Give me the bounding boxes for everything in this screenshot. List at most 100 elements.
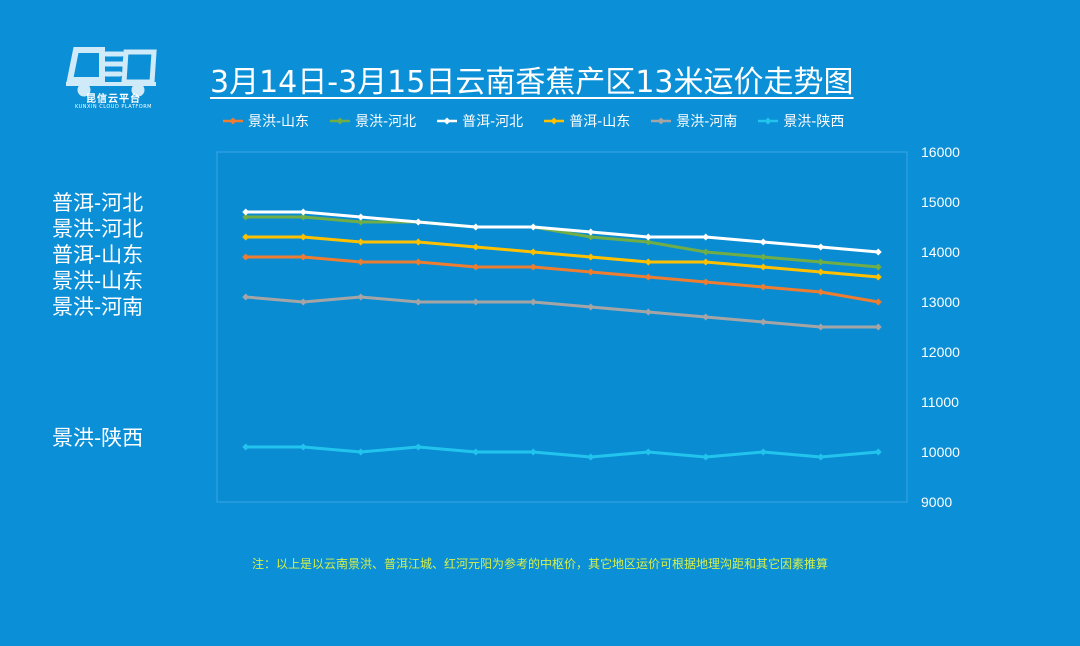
data-point	[357, 218, 365, 226]
data-point	[472, 263, 480, 271]
data-point	[817, 288, 825, 296]
series-side-label: 景洪-河南	[52, 295, 144, 319]
series-line	[245, 255, 879, 304]
series-line	[245, 295, 879, 329]
series-line	[245, 210, 879, 254]
plot-area	[216, 151, 908, 503]
data-point	[817, 268, 825, 276]
data-point	[299, 253, 307, 261]
data-point	[874, 263, 882, 271]
data-point	[817, 453, 825, 461]
data-point	[587, 268, 595, 276]
data-point	[299, 208, 307, 216]
series-line	[245, 445, 879, 459]
data-point	[414, 238, 422, 246]
legend-label: 景洪-河南	[676, 114, 738, 130]
data-point	[587, 253, 595, 261]
data-point	[357, 213, 365, 221]
legend-item: 景洪-山东	[222, 111, 309, 131]
data-point	[529, 263, 537, 271]
series-line	[245, 235, 879, 279]
data-point	[759, 263, 767, 271]
data-point	[357, 258, 365, 266]
logo-subtext: KUNXIN CLOUD PLATFORM	[74, 104, 152, 110]
legend-item: 普洱-河北	[436, 111, 523, 131]
data-point	[299, 213, 307, 221]
data-point	[357, 293, 365, 301]
data-point	[759, 318, 767, 326]
footnote: 注：以上是以云南景洪、普洱江城、红河元阳为参考的中枢价，其它地区运价可根据地理沟…	[251, 557, 828, 571]
data-point	[817, 243, 825, 251]
legend-item: 普洱-山东	[543, 111, 630, 131]
data-point	[874, 273, 882, 281]
legend-marker-icon	[651, 117, 672, 125]
data-point	[472, 298, 480, 306]
data-point	[242, 233, 250, 241]
data-point	[874, 448, 882, 456]
data-point	[299, 443, 307, 451]
data-point	[644, 448, 652, 456]
legend-item: 景洪-陕西	[757, 111, 844, 131]
series-side-label: 景洪-河北	[52, 217, 144, 241]
logo-name: 昆信云平台	[86, 94, 141, 105]
data-point	[817, 323, 825, 331]
data-point	[759, 448, 767, 456]
data-point	[242, 253, 250, 261]
chart-title: 3月14日-3月15日云南香蕉产区13米运价走势图	[210, 65, 854, 100]
legend-item: 景洪-河北	[329, 111, 416, 131]
data-point	[414, 258, 422, 266]
data-point	[874, 323, 882, 331]
y-tick-label: 13000	[921, 294, 960, 310]
legend-item: 景洪-河南	[650, 111, 737, 131]
legend-label: 普洱-河北	[462, 114, 524, 130]
data-point	[874, 248, 882, 256]
series-side-label: 景洪-山东	[52, 269, 144, 293]
data-point	[529, 448, 537, 456]
legend-marker-icon	[544, 117, 565, 125]
data-point	[702, 258, 710, 266]
series-side-label: 普洱-河北	[52, 191, 144, 215]
y-tick-label: 14000	[921, 244, 960, 260]
data-point	[357, 448, 365, 456]
data-point	[414, 218, 422, 226]
legend-marker-icon	[758, 117, 779, 125]
series-side-label: 景洪-陕西	[52, 426, 144, 450]
data-point	[702, 453, 710, 461]
data-point	[529, 223, 537, 231]
data-point	[242, 213, 250, 221]
data-point	[414, 298, 422, 306]
data-point	[874, 298, 882, 306]
y-tick-label: 15000	[921, 194, 960, 210]
data-point	[702, 248, 710, 256]
data-point	[242, 293, 250, 301]
data-point	[529, 248, 537, 256]
y-tick-label: 10000	[921, 444, 960, 460]
legend-label: 景洪-陕西	[783, 114, 845, 130]
data-point	[817, 258, 825, 266]
truck-logo-icon	[66, 47, 157, 97]
legend-marker-icon	[330, 117, 351, 125]
data-point	[759, 283, 767, 291]
data-point	[587, 233, 595, 241]
data-point	[299, 298, 307, 306]
series-side-label: 普洱-山东	[52, 243, 144, 267]
data-point	[702, 233, 710, 241]
data-point	[644, 233, 652, 241]
y-tick-label: 11000	[921, 394, 959, 410]
data-point	[702, 278, 710, 286]
legend-marker-icon	[223, 117, 243, 125]
y-tick-label: 16000	[921, 144, 960, 160]
legend-label: 景洪-河北	[355, 114, 417, 130]
data-point	[472, 448, 480, 456]
data-point	[414, 443, 422, 451]
data-point	[242, 208, 250, 216]
legend-label: 景洪-山东	[248, 114, 310, 130]
data-point	[299, 233, 307, 241]
data-point	[702, 313, 710, 321]
data-point	[242, 443, 250, 451]
data-point	[644, 258, 652, 266]
data-point	[759, 253, 767, 261]
data-point	[759, 238, 767, 246]
